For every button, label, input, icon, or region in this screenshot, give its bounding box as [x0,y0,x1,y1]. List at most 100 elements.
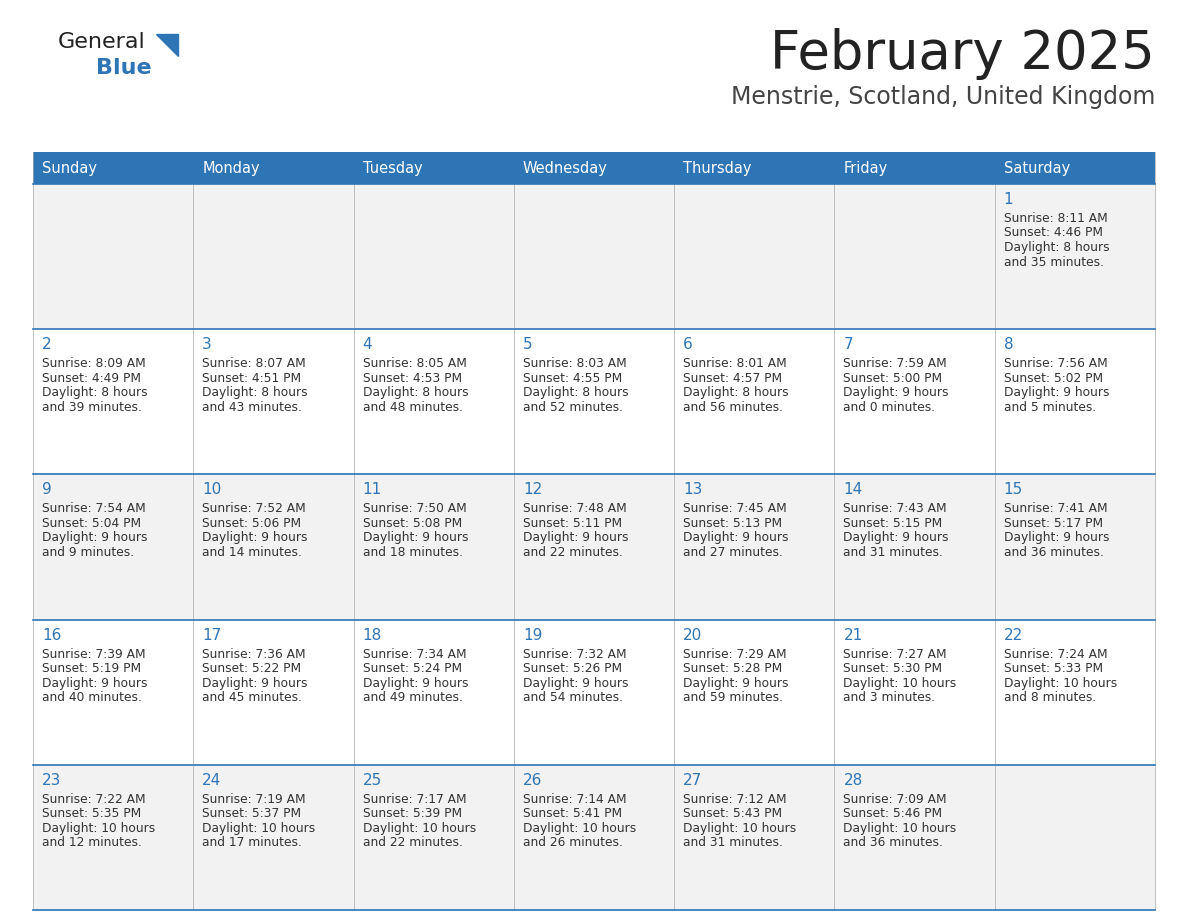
Text: 13: 13 [683,482,702,498]
Text: Sunset: 5:26 PM: Sunset: 5:26 PM [523,662,623,675]
Text: February 2025: February 2025 [770,28,1155,80]
Text: 16: 16 [42,628,62,643]
Text: Daylight: 10 hours: Daylight: 10 hours [1004,677,1117,689]
Text: 5: 5 [523,337,532,353]
Text: and 40 minutes.: and 40 minutes. [42,691,141,704]
Text: Sunset: 4:55 PM: Sunset: 4:55 PM [523,372,623,385]
Text: 27: 27 [683,773,702,788]
Text: Daylight: 8 hours: Daylight: 8 hours [202,386,308,399]
Text: and 36 minutes.: and 36 minutes. [1004,546,1104,559]
Text: Sunset: 4:46 PM: Sunset: 4:46 PM [1004,227,1102,240]
Text: Sunset: 5:30 PM: Sunset: 5:30 PM [843,662,942,675]
Text: Sunrise: 7:41 AM: Sunrise: 7:41 AM [1004,502,1107,515]
Text: Sunset: 5:17 PM: Sunset: 5:17 PM [1004,517,1102,530]
Bar [33,765,1155,910]
Text: Daylight: 9 hours: Daylight: 9 hours [362,532,468,544]
Text: Sunset: 5:00 PM: Sunset: 5:00 PM [843,372,942,385]
Text: Sunset: 5:35 PM: Sunset: 5:35 PM [42,807,141,821]
Text: Saturday: Saturday [1004,161,1070,175]
Text: Sunset: 5:41 PM: Sunset: 5:41 PM [523,807,623,821]
Text: Daylight: 9 hours: Daylight: 9 hours [683,532,789,544]
Text: 20: 20 [683,628,702,643]
Text: 2: 2 [42,337,51,353]
Text: Daylight: 9 hours: Daylight: 9 hours [843,532,949,544]
Text: Sunrise: 7:48 AM: Sunrise: 7:48 AM [523,502,626,515]
Text: Sunset: 4:51 PM: Sunset: 4:51 PM [202,372,302,385]
Text: Sunset: 5:22 PM: Sunset: 5:22 PM [202,662,302,675]
Text: Daylight: 10 hours: Daylight: 10 hours [843,677,956,689]
Text: 1: 1 [1004,192,1013,207]
Text: and 54 minutes.: and 54 minutes. [523,691,623,704]
Text: Daylight: 9 hours: Daylight: 9 hours [523,532,628,544]
Text: Sunday: Sunday [42,161,97,175]
Text: Sunset: 5:06 PM: Sunset: 5:06 PM [202,517,302,530]
Bar [33,152,194,184]
Text: Sunrise: 8:01 AM: Sunrise: 8:01 AM [683,357,786,370]
Text: Sunrise: 8:07 AM: Sunrise: 8:07 AM [202,357,307,370]
Text: Sunset: 5:28 PM: Sunset: 5:28 PM [683,662,783,675]
Text: Daylight: 9 hours: Daylight: 9 hours [362,677,468,689]
Text: Sunrise: 7:56 AM: Sunrise: 7:56 AM [1004,357,1107,370]
Text: Sunrise: 7:29 AM: Sunrise: 7:29 AM [683,647,786,661]
Text: and 3 minutes.: and 3 minutes. [843,691,936,704]
Text: Wednesday: Wednesday [523,161,608,175]
Bar [33,475,1155,620]
Text: Sunset: 5:11 PM: Sunset: 5:11 PM [523,517,623,530]
Text: Sunrise: 7:19 AM: Sunrise: 7:19 AM [202,793,307,806]
Text: Sunrise: 8:03 AM: Sunrise: 8:03 AM [523,357,626,370]
Text: Sunrise: 7:22 AM: Sunrise: 7:22 AM [42,793,146,806]
Bar [674,152,834,184]
Text: Sunset: 4:57 PM: Sunset: 4:57 PM [683,372,782,385]
Text: and 56 minutes.: and 56 minutes. [683,400,783,414]
Text: Sunrise: 7:39 AM: Sunrise: 7:39 AM [42,647,146,661]
Text: Daylight: 9 hours: Daylight: 9 hours [202,532,308,544]
Text: Sunrise: 7:27 AM: Sunrise: 7:27 AM [843,647,947,661]
Text: Sunset: 5:08 PM: Sunset: 5:08 PM [362,517,462,530]
Polygon shape [156,34,178,56]
Text: and 12 minutes.: and 12 minutes. [42,836,141,849]
Text: 6: 6 [683,337,693,353]
Text: and 43 minutes.: and 43 minutes. [202,400,302,414]
Text: Sunrise: 7:52 AM: Sunrise: 7:52 AM [202,502,307,515]
Text: 17: 17 [202,628,221,643]
Text: Sunset: 5:43 PM: Sunset: 5:43 PM [683,807,782,821]
Text: Sunrise: 7:36 AM: Sunrise: 7:36 AM [202,647,307,661]
Text: Sunrise: 8:09 AM: Sunrise: 8:09 AM [42,357,146,370]
Text: Daylight: 9 hours: Daylight: 9 hours [42,677,147,689]
Text: Sunset: 5:33 PM: Sunset: 5:33 PM [1004,662,1102,675]
Text: and 5 minutes.: and 5 minutes. [1004,400,1097,414]
Text: Daylight: 9 hours: Daylight: 9 hours [202,677,308,689]
Text: Daylight: 8 hours: Daylight: 8 hours [1004,241,1110,254]
Text: and 18 minutes.: and 18 minutes. [362,546,462,559]
Text: Sunset: 5:46 PM: Sunset: 5:46 PM [843,807,942,821]
Text: Daylight: 10 hours: Daylight: 10 hours [362,822,476,834]
Text: 8: 8 [1004,337,1013,353]
Text: Sunrise: 7:12 AM: Sunrise: 7:12 AM [683,793,786,806]
Text: 14: 14 [843,482,862,498]
Text: Daylight: 10 hours: Daylight: 10 hours [683,822,796,834]
Text: Sunset: 5:13 PM: Sunset: 5:13 PM [683,517,782,530]
Text: Daylight: 10 hours: Daylight: 10 hours [42,822,156,834]
Bar [354,152,514,184]
Bar [514,152,674,184]
Text: Tuesday: Tuesday [362,161,422,175]
Text: and 31 minutes.: and 31 minutes. [843,546,943,559]
Text: Daylight: 8 hours: Daylight: 8 hours [683,386,789,399]
Text: 26: 26 [523,773,542,788]
Text: Sunset: 5:39 PM: Sunset: 5:39 PM [362,807,462,821]
Text: 7: 7 [843,337,853,353]
Text: Sunrise: 7:32 AM: Sunrise: 7:32 AM [523,647,626,661]
Text: Daylight: 10 hours: Daylight: 10 hours [843,822,956,834]
Text: and 14 minutes.: and 14 minutes. [202,546,302,559]
Text: 4: 4 [362,337,372,353]
Text: Daylight: 8 hours: Daylight: 8 hours [523,386,628,399]
Text: Daylight: 8 hours: Daylight: 8 hours [362,386,468,399]
Text: and 0 minutes.: and 0 minutes. [843,400,936,414]
Text: Friday: Friday [843,161,887,175]
Text: Sunrise: 7:54 AM: Sunrise: 7:54 AM [42,502,146,515]
Text: Blue: Blue [96,58,152,78]
Text: Daylight: 9 hours: Daylight: 9 hours [42,532,147,544]
Text: Sunrise: 7:09 AM: Sunrise: 7:09 AM [843,793,947,806]
Text: and 8 minutes.: and 8 minutes. [1004,691,1097,704]
Text: Sunrise: 7:24 AM: Sunrise: 7:24 AM [1004,647,1107,661]
